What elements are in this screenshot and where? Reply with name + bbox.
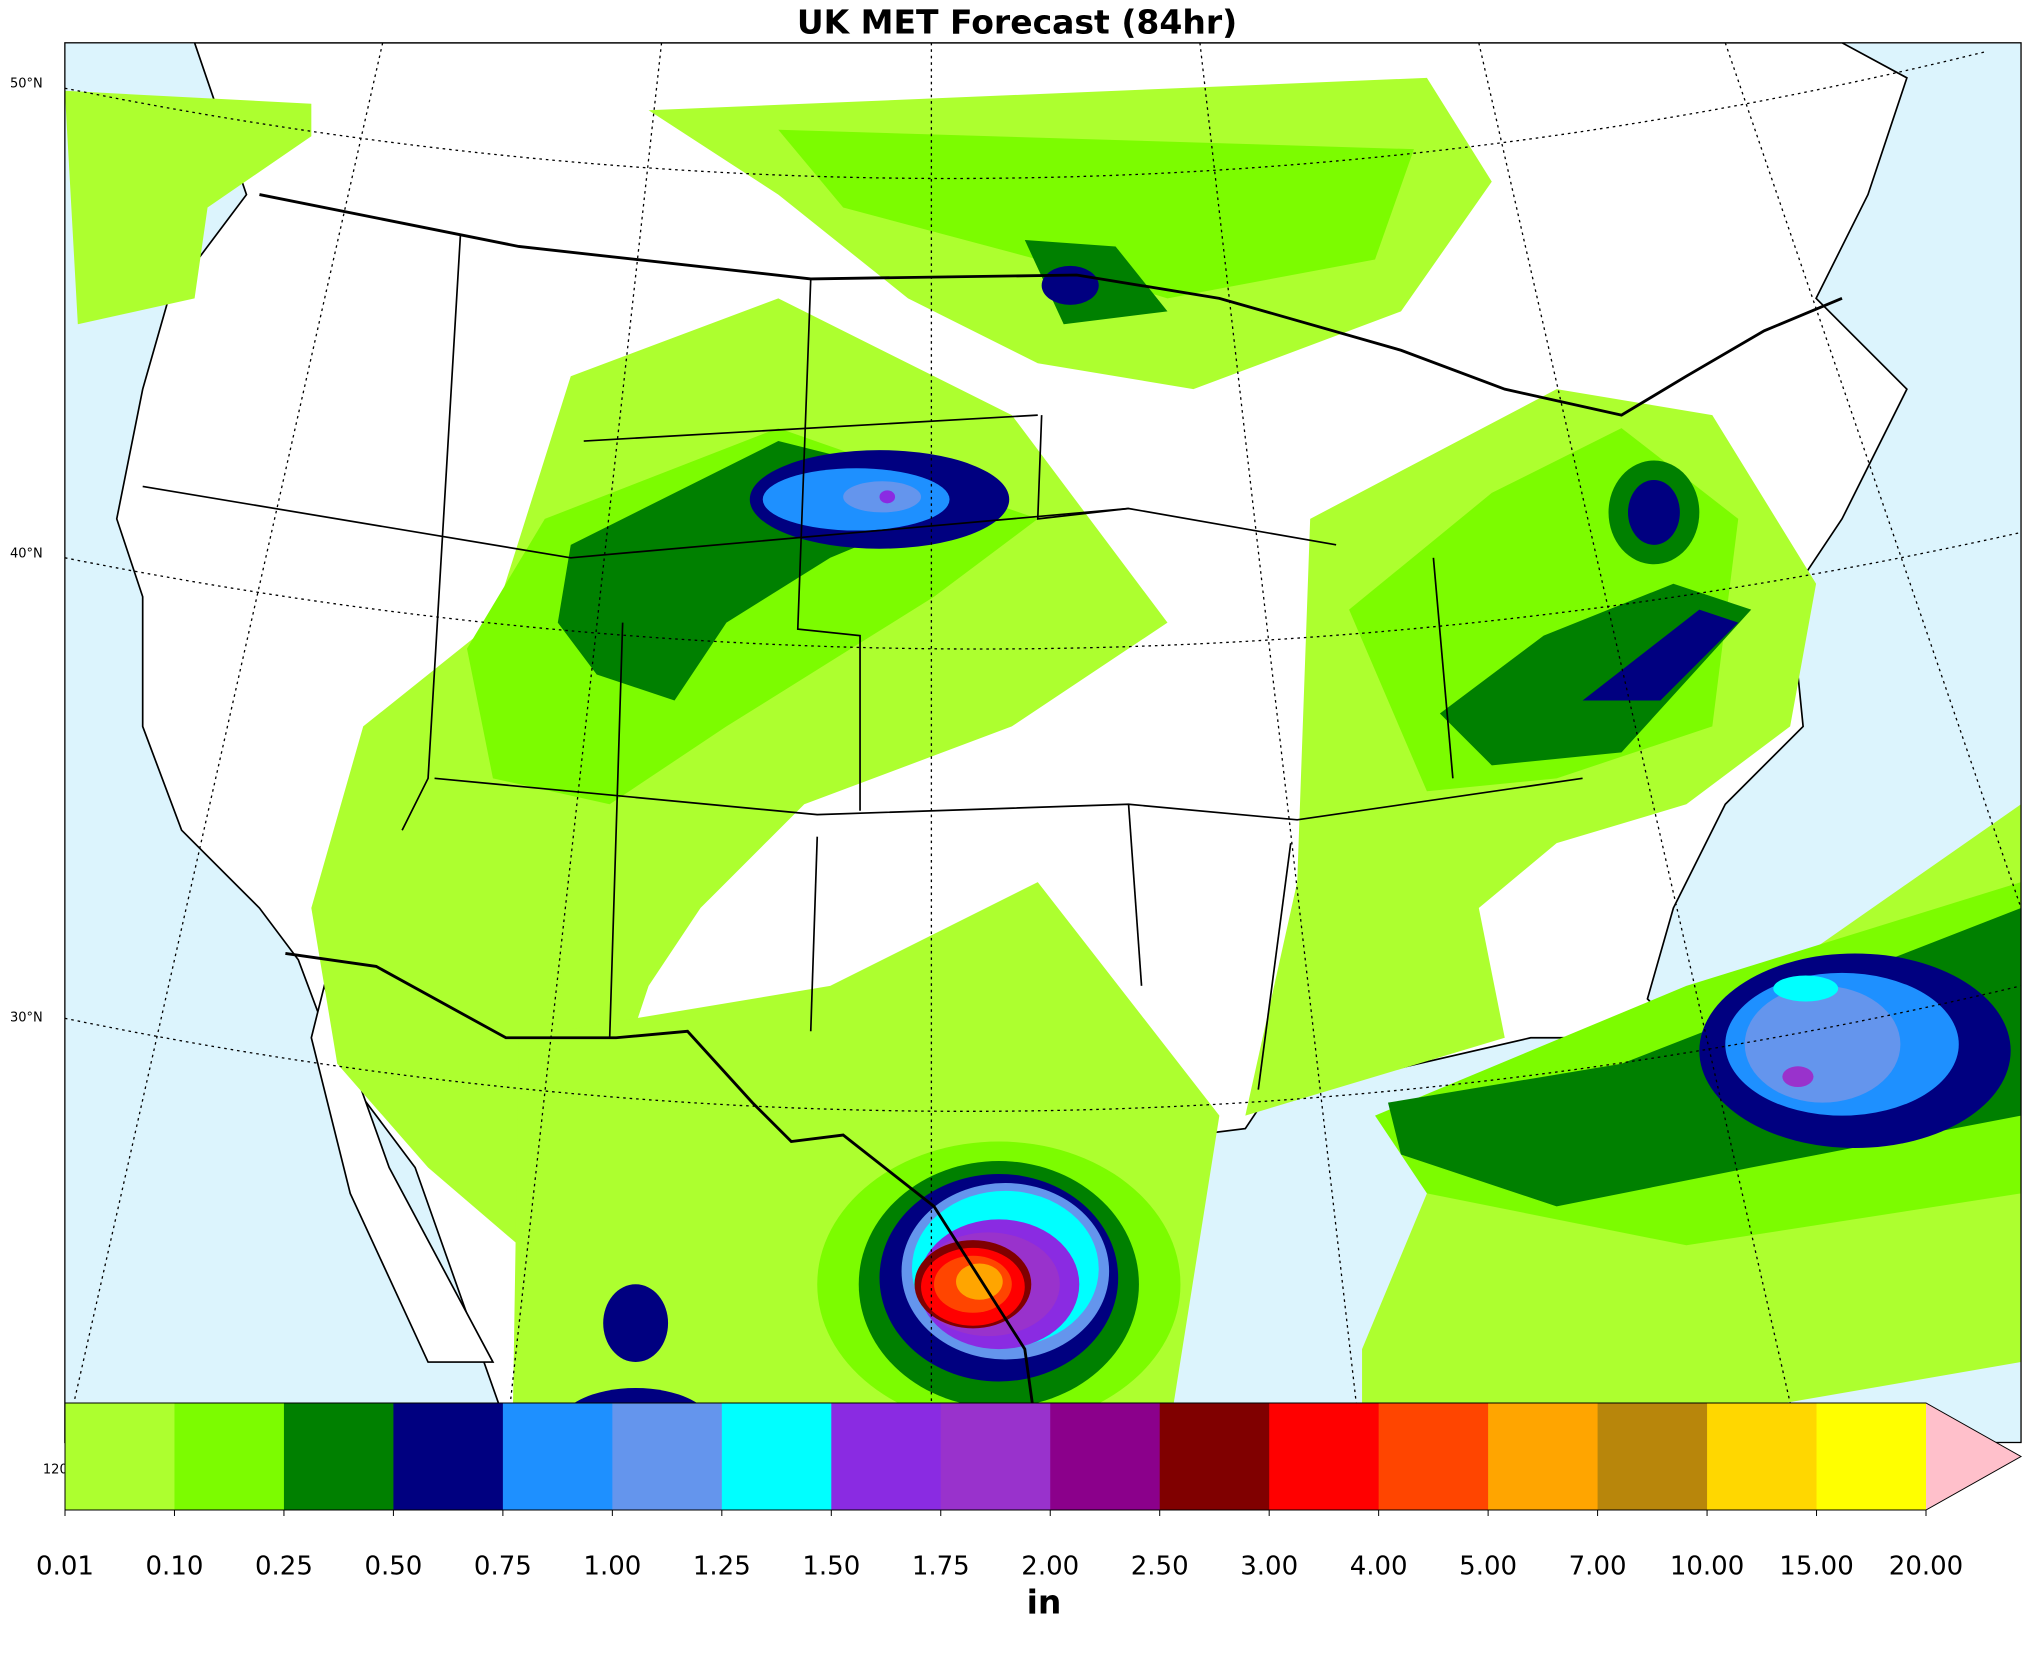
map [64, 42, 2022, 1444]
country-borders [259, 193, 1843, 1443]
colorbar-label: 4.00 [1350, 1552, 1408, 1582]
colorbar-label: 0.75 [474, 1552, 532, 1582]
colorbar-outline [64, 1402, 2023, 1511]
lat-label: 30°N [10, 1011, 43, 1026]
colorbar-box [65, 1403, 175, 1510]
colorbar-box [283, 1403, 394, 1510]
colorbar: 0.01 0.10 0.25 0.50 0.75 1.00 1.25 1.50 1.75 2.00… [36, 1402, 2023, 1622]
colorbar-label: 5.00 [1459, 1552, 1517, 1582]
colorbar-extend [1926, 1403, 2021, 1510]
precip [64, 77, 2022, 1443]
colorbar-box [1816, 1403, 1927, 1510]
colorbar-box [1378, 1403, 1489, 1510]
colorbar-box [1488, 1403, 1599, 1510]
state-borders [142, 233, 1583, 1090]
colorbar-label: 15.00 [1779, 1552, 1853, 1582]
colorbar-box [612, 1403, 723, 1510]
title: UK MET Forecast (84hr) [797, 3, 1237, 42]
colorbar-label: 0.25 [255, 1552, 313, 1582]
colorbar-box [1707, 1403, 1818, 1510]
colorbar-label: 3.00 [1240, 1552, 1298, 1582]
colorbar-label: 10.00 [1670, 1552, 1744, 1582]
colorbar-box [1159, 1403, 1270, 1510]
colorbar-label: 0.10 [146, 1552, 204, 1582]
colorbar-box [1050, 1403, 1161, 1510]
colorbar-box [1597, 1403, 1708, 1510]
colorbar-label: 0.01 [36, 1552, 94, 1582]
lat-label: 40°N [10, 547, 43, 562]
colorbar-box [502, 1403, 613, 1510]
lat-label: 50°N [10, 77, 43, 92]
colorbar-label: 2.50 [1131, 1552, 1189, 1582]
colorbar-label: 1.25 [693, 1552, 751, 1582]
colorbar-label: 7.00 [1569, 1552, 1627, 1582]
colorbar-label: 20.00 [1889, 1552, 1963, 1582]
colorbar-box [940, 1403, 1051, 1510]
colorbar-unit: in [1027, 1583, 1062, 1622]
colorbar-box [831, 1403, 942, 1510]
colorbar-box [393, 1403, 504, 1510]
colorbar-label: 0.50 [364, 1552, 422, 1582]
colorbar-label: 2.00 [1021, 1552, 1079, 1582]
colorbar-box [721, 1403, 832, 1510]
colorbar-label: 1.00 [583, 1552, 641, 1582]
colorbar-label: 1.75 [912, 1552, 970, 1582]
colorbar-box [174, 1403, 285, 1510]
colorbar-box [1269, 1403, 1380, 1510]
colorbar-label: 1.50 [802, 1552, 860, 1582]
graticule [64, 42, 2022, 1443]
